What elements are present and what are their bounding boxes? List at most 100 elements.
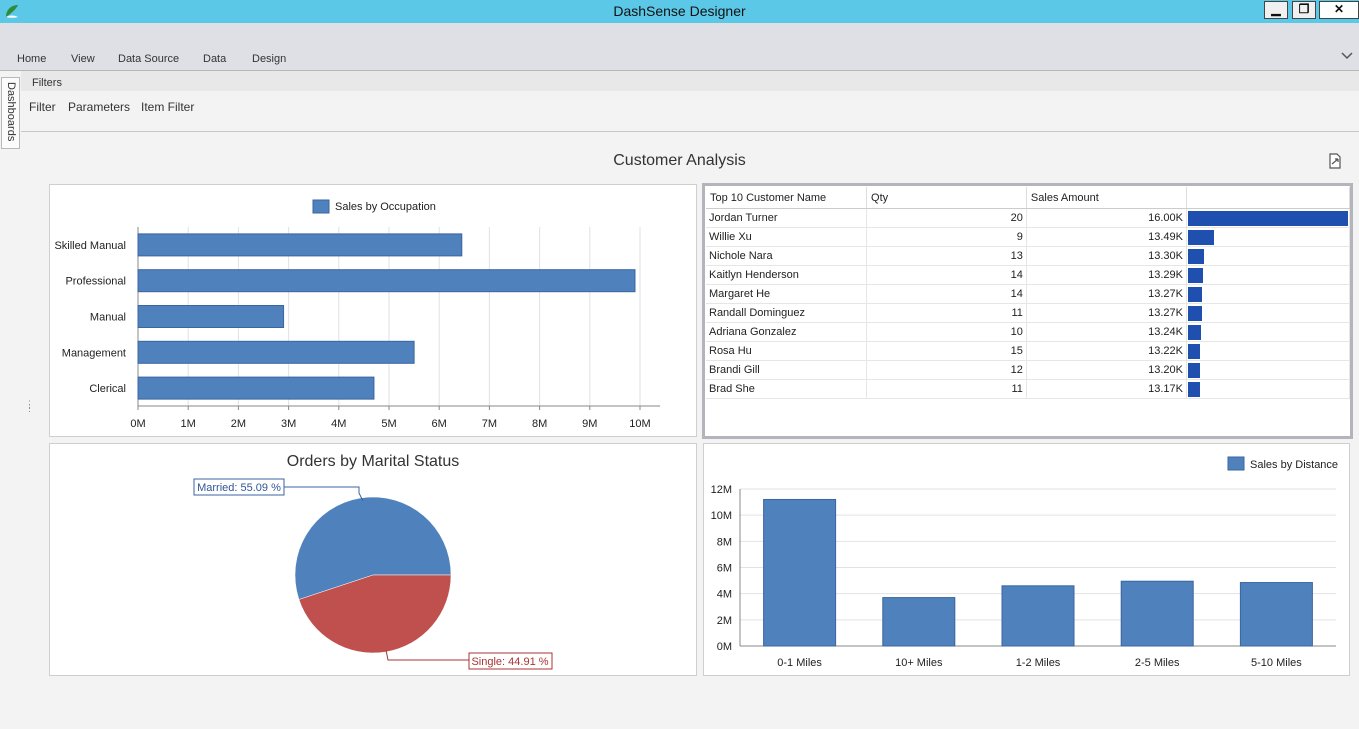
sales-amount-bar <box>1187 381 1200 397</box>
distance-category-label: 2-5 Miles <box>1135 657 1180 669</box>
distance-legend-swatch <box>1227 456 1245 471</box>
grid-cell-qty: 12 <box>866 360 1027 380</box>
app-logo-icon <box>6 5 18 18</box>
occupation-bar[interactable] <box>137 269 636 293</box>
distance-chart-panel: Sales by Distance 0-1 Miles 10+ Miles 1-2 … <box>703 443 1350 676</box>
occupation-x-tick-label: 1M <box>181 418 196 430</box>
grid-cell-sales-amount: 13.30K <box>1026 246 1187 266</box>
grid-cell-sales-amount: 13.22K <box>1026 341 1187 361</box>
occupation-x-tick-label: 6M <box>432 418 447 430</box>
grid-row[interactable]: Randall Dominguez 11 13.27K <box>706 303 1351 323</box>
distance-bar[interactable] <box>1120 580 1194 647</box>
single-label-box <box>468 652 553 670</box>
grid-row[interactable]: Kaitlyn Henderson 14 13.29K <box>706 265 1351 285</box>
occupation-chart-panel: Sales by Occupation Skilled Manual Profes… <box>49 184 697 437</box>
tab-data[interactable]: Data <box>203 53 227 65</box>
grid-cell-customer-name: Jordan Turner <box>706 208 868 228</box>
grid-cell-sales-bar <box>1186 379 1351 399</box>
grid-row[interactable]: Margaret He 14 13.27K <box>706 284 1351 304</box>
ribbon-collapse-chevron-icon[interactable] <box>1341 52 1353 60</box>
distance-category-label: 0-1 Miles <box>777 657 822 669</box>
grid-row[interactable]: Jordan Turner 20 16.00K <box>706 208 1351 228</box>
occupation-bar[interactable] <box>137 233 463 257</box>
grid-row[interactable]: Willie Xu 9 13.49K <box>706 227 1351 247</box>
grid-cell-sales-bar <box>1186 227 1351 247</box>
single-leader-line <box>385 649 469 661</box>
occupation-x-tick-label: 3M <box>281 418 296 430</box>
filters-header-label: Filters <box>32 77 62 89</box>
grid-cell-qty: 14 <box>866 284 1027 304</box>
occupation-bar[interactable] <box>137 340 415 364</box>
export-icon[interactable] <box>1326 152 1344 170</box>
tab-view[interactable]: View <box>71 53 95 65</box>
married-leader-line <box>284 486 364 502</box>
married-pie-slice[interactable] <box>294 496 452 600</box>
distance-bar[interactable] <box>763 498 837 647</box>
tab-design[interactable]: Design <box>252 53 287 65</box>
sales-amount-bar <box>1187 343 1200 359</box>
grid-cell-sales-amount: 13.49K <box>1026 227 1187 247</box>
dashboards-side-tab[interactable]: Dashboards <box>1 77 20 149</box>
occupation-bar[interactable] <box>137 305 285 328</box>
grid-cell-sales-bar <box>1186 360 1351 380</box>
ribbon: Home View Data Source Data Design <box>0 23 1359 71</box>
occupation-x-tick-label: 10M <box>629 418 650 430</box>
dashboards-side-tab-label: Dashboards <box>5 82 17 142</box>
grid-cell-sales-amount: 13.29K <box>1026 265 1187 285</box>
splitter-grip-icon[interactable]: ⋮ ⋮ <box>25 399 34 413</box>
occupation-category-label: Management <box>62 347 126 359</box>
column-header-sales-bar[interactable] <box>1186 187 1351 209</box>
occupation-x-tick-label: 8M <box>532 418 547 430</box>
grid-cell-qty: 10 <box>866 322 1027 342</box>
grid-row[interactable]: Brandi Gill 12 13.20K <box>706 360 1351 380</box>
column-header-customer-name[interactable]: Top 10 Customer Name <box>706 187 868 209</box>
column-header-sales-amount[interactable]: Sales Amount <box>1026 187 1187 209</box>
distance-bar[interactable] <box>1239 582 1313 647</box>
distance-category-label: 1-2 Miles <box>1016 657 1061 669</box>
grid-cell-customer-name: Kaitlyn Henderson <box>706 265 868 285</box>
column-header-qty[interactable]: Qty <box>866 187 1027 209</box>
grid-row[interactable]: Adriana Gonzalez 10 13.24K <box>706 322 1351 342</box>
close-button[interactable]: ✕ <box>1319 1 1359 19</box>
occupation-category-label: Manual <box>90 312 126 324</box>
distance-category-label: 10+ Miles <box>895 657 943 669</box>
grid-cell-customer-name: Brandi Gill <box>706 360 868 380</box>
minimize-button[interactable]: ▁ <box>1264 1 1288 19</box>
distance-bar[interactable] <box>1001 585 1075 647</box>
item-filter-button[interactable]: Item Filter <box>141 100 195 114</box>
pie-chart-title: Orders by Marital Status <box>287 453 460 470</box>
single-pie-slice[interactable] <box>298 574 452 654</box>
parameters-button[interactable]: Parameters <box>68 100 131 114</box>
restore-button[interactable]: ❐ <box>1292 1 1316 19</box>
sales-amount-bar <box>1187 229 1214 245</box>
top-customers-grid-panel: Top 10 Customer Name Qty Sales Amount Jo… <box>702 183 1353 439</box>
occupation-bar[interactable] <box>137 376 375 400</box>
grid-row[interactable]: Brad She 11 13.17K <box>706 379 1351 399</box>
window-title: DashSense Designer <box>613 3 746 19</box>
occupation-x-tick-label: 5M <box>381 418 396 430</box>
sales-amount-bar <box>1187 286 1202 302</box>
occupation-category-label: Professional <box>65 276 126 288</box>
filters-toolbar: Filter Parameters Item Filter <box>21 91 1359 132</box>
grid-cell-sales-bar <box>1186 284 1351 304</box>
grid-cell-sales-amount: 16.00K <box>1026 208 1187 228</box>
grid-cell-sales-amount: 13.27K <box>1026 284 1187 304</box>
grid-cell-sales-bar <box>1186 208 1351 228</box>
grid-cell-sales-bar <box>1186 265 1351 285</box>
tab-data-source[interactable]: Data Source <box>118 53 180 65</box>
grid-row[interactable]: Nichole Nara 13 13.30K <box>706 246 1351 266</box>
sales-amount-bar <box>1187 267 1203 283</box>
grid-row[interactable]: Rosa Hu 15 13.22K <box>706 341 1351 361</box>
distance-category-label: 5-10 Miles <box>1251 657 1302 669</box>
top-customers-grid: Top 10 Customer Name Qty Sales Amount Jo… <box>706 187 1351 399</box>
distance-bar[interactable] <box>882 597 956 647</box>
occupation-category-label: Clerical <box>89 383 126 395</box>
grid-header-row: Top 10 Customer Name Qty Sales Amount <box>706 187 1351 209</box>
tab-home[interactable]: Home <box>17 53 47 65</box>
grid-cell-sales-amount: 13.17K <box>1026 379 1187 399</box>
grid-cell-qty: 13 <box>866 246 1027 266</box>
filter-button[interactable]: Filter <box>29 100 56 114</box>
grid-cell-sales-amount: 13.27K <box>1026 303 1187 323</box>
grid-cell-customer-name: Willie Xu <box>706 227 868 247</box>
grid-cell-qty: 11 <box>866 379 1027 399</box>
